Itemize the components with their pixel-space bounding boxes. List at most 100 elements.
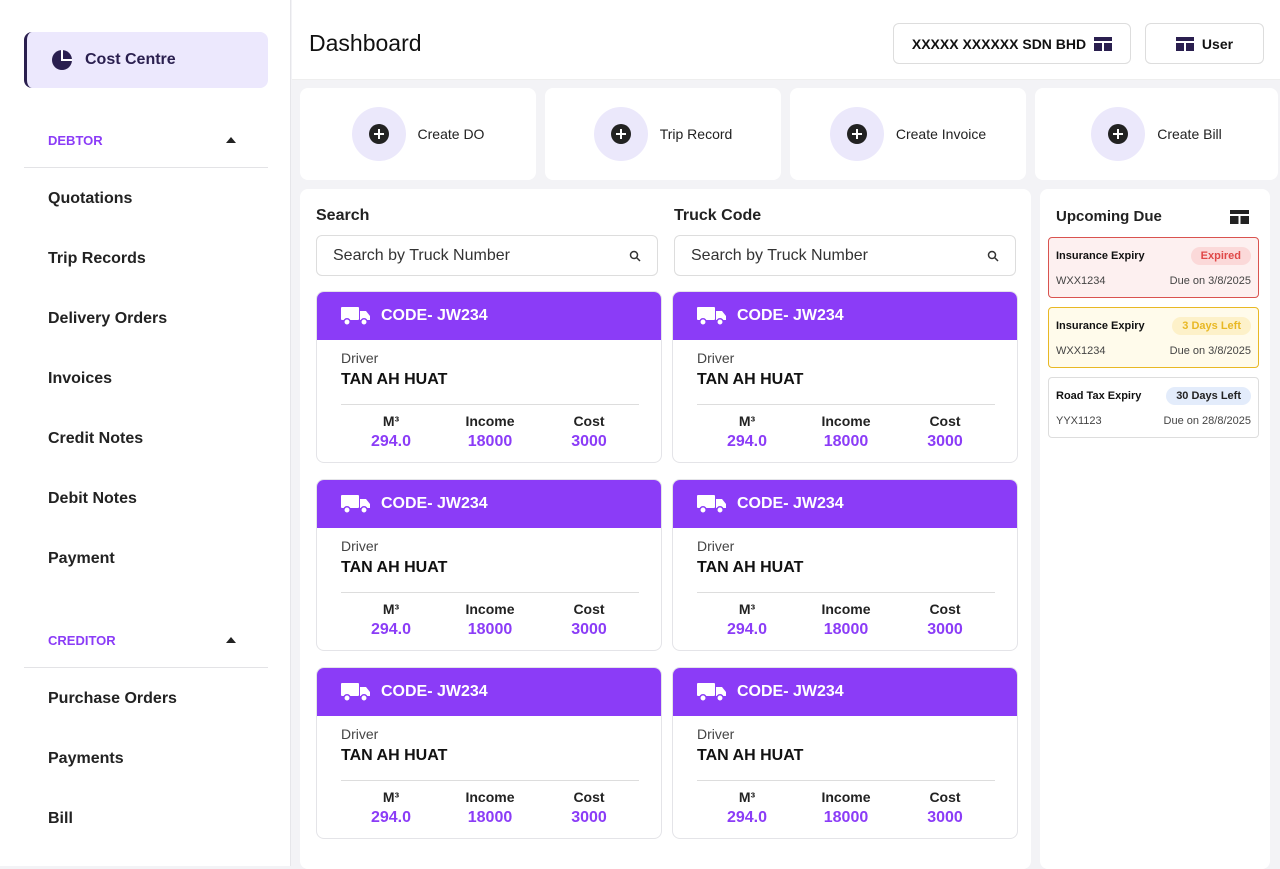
truck-card[interactable]: CODE- JW234 Driver TAN AH HUAT M³ 294.0 Incom… [672, 479, 1018, 651]
driver-label: Driver [697, 538, 735, 554]
stat: Cost 3000 [895, 601, 995, 639]
due-status: 30 Days Left [1166, 387, 1251, 405]
driver-label: Driver [341, 350, 379, 366]
action-card[interactable]: Create DO [300, 88, 536, 180]
stat: Cost 3000 [895, 789, 995, 827]
layout-icon [1230, 210, 1249, 224]
stat: Income 18000 [796, 413, 896, 451]
company-button[interactable]: XXXXX XXXXXX SDN BHD [893, 23, 1131, 64]
stat-label: Cost [573, 413, 605, 429]
company: XXXXX XXXXXX SDN BHD [911, 35, 1087, 52]
stat-label: M³ [382, 601, 400, 617]
divider [697, 404, 995, 405]
stat: Cost 3000 [895, 413, 995, 451]
stat-label: M³ [738, 601, 756, 617]
divider [341, 780, 639, 781]
stat-label: Cost [573, 789, 605, 805]
user-button[interactable]: User [1145, 23, 1264, 64]
stat: M³ 294.0 [697, 601, 797, 639]
stat-label: Cost [929, 413, 961, 429]
divider [24, 167, 268, 168]
nav-item[interactable]: Quotations [48, 190, 133, 207]
divider [341, 404, 639, 405]
nav-item[interactable]: Delivery Orders [48, 310, 168, 327]
plus-icon [829, 107, 884, 161]
due-title: Insurance Expiry [1056, 250, 1145, 262]
driver-name: TAN AH HUAT [341, 559, 448, 576]
truck-code-input[interactable]: Search by Truck Number [674, 235, 1016, 276]
nav-item[interactable]: Payment [48, 550, 115, 567]
nav-item[interactable]: Invoices [48, 370, 113, 387]
stat: M³ 294.0 [697, 413, 797, 451]
truck-card[interactable]: CODE- JW234 Driver TAN AH HUAT M³ 294.0 Incom… [316, 479, 662, 651]
truck-code: CODE- JW234 [737, 495, 844, 512]
action-card[interactable]: Create Invoice [790, 88, 1026, 180]
stat: M³ 294.0 [697, 789, 797, 827]
placeholder: Search by Truck Number [691, 246, 868, 264]
action-card[interactable]: Create Bill [1035, 88, 1278, 180]
upcoming-panel [1040, 189, 1270, 869]
sidebar [0, 0, 291, 866]
nav-item[interactable]: Bill [48, 810, 73, 827]
nav-item[interactable]: Debit Notes [48, 490, 137, 507]
truck-code: CODE- JW234 [381, 307, 488, 324]
due-plate: YYX1123 [1056, 415, 1102, 427]
truck-header: CODE- JW234 [317, 292, 661, 340]
action-card[interactable]: Trip Record [545, 88, 781, 180]
truck-card[interactable]: CODE- JW234 Driver TAN AH HUAT M³ 294.0 Incom… [316, 667, 662, 839]
action-label: Create Invoice [895, 126, 987, 142]
stat-value: 3000 [571, 809, 607, 826]
truck-card[interactable]: CODE- JW234 Driver TAN AH HUAT M³ 294.0 Incom… [672, 667, 1018, 839]
stat-label: M³ [382, 789, 400, 805]
stat-value: 18000 [467, 433, 513, 450]
stat-label: M³ [382, 413, 400, 429]
due-date: Due on 3/8/2025 [1169, 345, 1251, 357]
nav-item[interactable]: Credit Notes [48, 430, 144, 447]
driver-name: TAN AH HUAT [697, 559, 804, 576]
search-input[interactable]: Search by Truck Number [316, 235, 658, 276]
driver-name: TAN AH HUAT [697, 747, 804, 764]
due-title: Insurance Expiry [1056, 320, 1145, 332]
stat-value: 18000 [467, 621, 513, 638]
stat-value: 3000 [927, 809, 963, 826]
divider [697, 780, 995, 781]
stat: M³ 294.0 [341, 601, 441, 639]
stat: Income 18000 [796, 601, 896, 639]
user: User [1201, 35, 1234, 52]
stat-value: 3000 [571, 433, 607, 450]
driver-label: Driver [697, 350, 735, 366]
stat-value: 3000 [927, 621, 963, 638]
nav-active[interactable]: Cost Centre [24, 32, 268, 88]
stat-label: Cost [929, 789, 961, 805]
nav-item[interactable]: Purchase Orders [48, 690, 177, 707]
nav-item[interactable]: Trip Records [48, 250, 146, 267]
due-item[interactable]: Insurance Expiry Expired WXX1234 Due on 3/8… [1048, 237, 1259, 298]
truck-header: CODE- JW234 [673, 292, 1017, 340]
truck-header: CODE- JW234 [673, 668, 1017, 716]
nav-item[interactable]: Payments [48, 750, 124, 767]
action-label: Trip Record [659, 126, 733, 142]
due-title: Road Tax Expiry [1056, 390, 1142, 402]
divider [341, 592, 639, 593]
stat: Cost 3000 [539, 601, 639, 639]
nav-label: Cost Centre [85, 51, 176, 68]
truck-card[interactable]: CODE- JW234 Driver TAN AH HUAT M³ 294.0 Incom… [672, 291, 1018, 463]
plus-icon [351, 107, 406, 161]
stat-value: 3000 [571, 621, 607, 638]
truck-header: CODE- JW234 [673, 480, 1017, 528]
stat-label: Income [821, 789, 871, 805]
stat-label: Income [465, 413, 515, 429]
due-plate: WXX1234 [1056, 345, 1106, 357]
divider [24, 667, 268, 668]
driver-label: Driver [341, 726, 379, 742]
truck-card[interactable]: CODE- JW234 Driver TAN AH HUAT M³ 294.0 Incom… [316, 291, 662, 463]
collapse-icon[interactable] [226, 637, 236, 643]
collapse-icon[interactable] [226, 137, 236, 143]
truck-header: CODE- JW234 [317, 668, 661, 716]
stat-value: 294.0 [726, 621, 768, 638]
driver-label: Driver [341, 538, 379, 554]
truck-code-label: Truck Code [674, 207, 762, 224]
due-item[interactable]: Insurance Expiry 3 Days Left WXX1234 Due on… [1048, 307, 1259, 368]
due-item[interactable]: Road Tax Expiry 30 Days Left YYX1123 Due on… [1048, 377, 1259, 438]
